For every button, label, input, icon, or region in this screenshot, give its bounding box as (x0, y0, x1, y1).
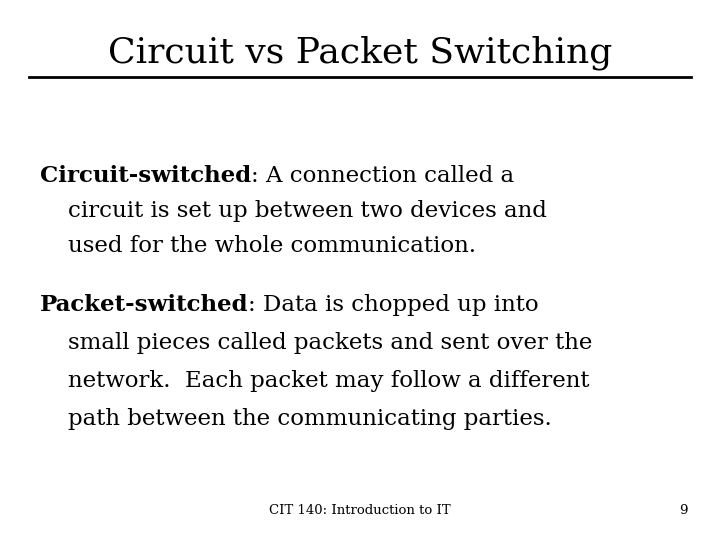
Text: CIT 140: Introduction to IT: CIT 140: Introduction to IT (269, 504, 451, 517)
Text: 9: 9 (679, 504, 688, 517)
Text: small pieces called packets and sent over the: small pieces called packets and sent ove… (68, 332, 593, 354)
Text: circuit is set up between two devices and: circuit is set up between two devices an… (68, 200, 547, 222)
Text: Circuit-switched: Circuit-switched (40, 165, 251, 187)
Text: : Data is chopped up into: : Data is chopped up into (248, 294, 539, 316)
Text: used for the whole communication.: used for the whole communication. (68, 235, 477, 257)
Text: path between the communicating parties.: path between the communicating parties. (68, 408, 552, 430)
Text: : A connection called a: : A connection called a (251, 165, 514, 187)
Text: network.  Each packet may follow a different: network. Each packet may follow a differ… (68, 370, 590, 392)
Text: Packet-switched: Packet-switched (40, 294, 248, 316)
Text: Circuit vs Packet Switching: Circuit vs Packet Switching (108, 35, 612, 70)
